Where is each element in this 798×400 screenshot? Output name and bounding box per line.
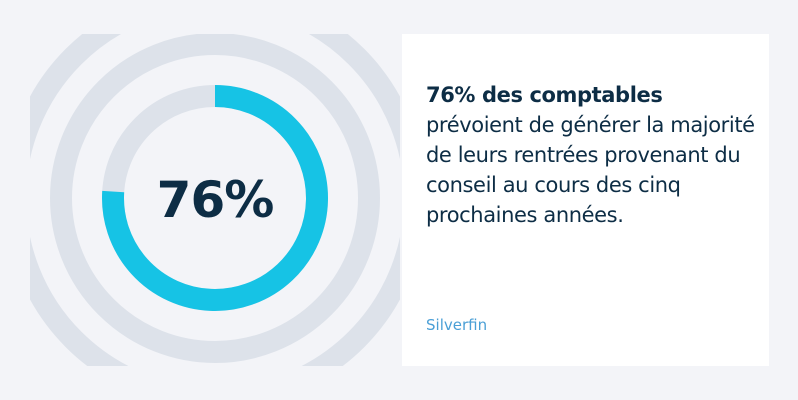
background-ring-inner	[50, 34, 380, 363]
donut-chart	[30, 34, 400, 366]
card-text: 76% des comptables prévoient de générer …	[426, 80, 761, 230]
card-headline: 76% des comptables	[426, 83, 663, 107]
donut-arc	[102, 85, 328, 311]
source-label: Silverfin	[426, 316, 488, 334]
text-card: 76% des comptables prévoient de générer …	[402, 34, 769, 366]
card-body: prévoient de générer la majorité de leur…	[426, 113, 755, 227]
donut-center-label: 76%	[156, 171, 275, 229]
donut-graphic: 76%	[30, 34, 400, 366]
